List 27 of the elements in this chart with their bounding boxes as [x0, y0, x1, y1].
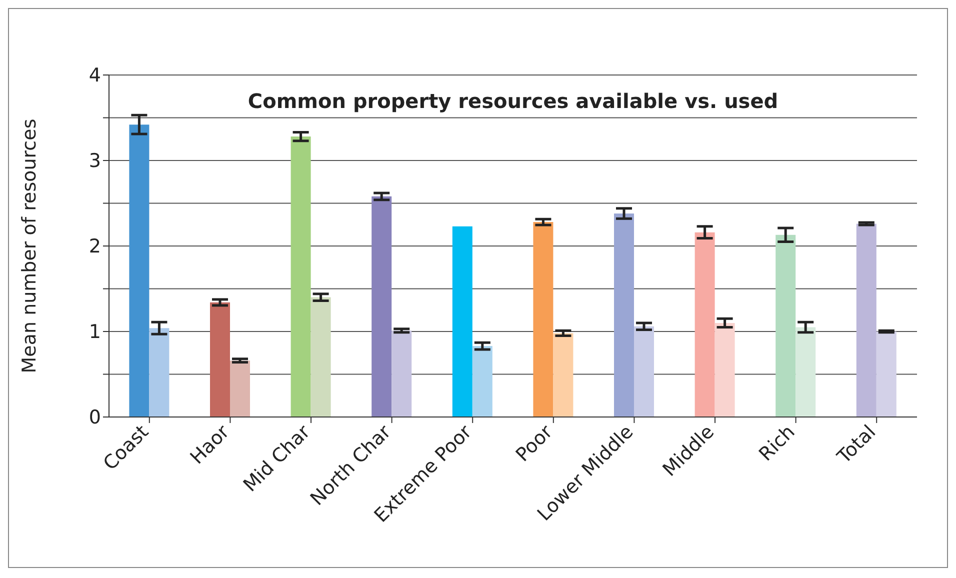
bar [472, 346, 492, 417]
bar [310, 297, 331, 417]
bar [694, 232, 715, 417]
y-tick-label: 2 [88, 236, 101, 258]
bar [129, 124, 150, 417]
bar [876, 332, 896, 417]
bar [776, 234, 796, 417]
y-tick-label: 3 [88, 150, 101, 172]
bar [714, 322, 735, 417]
bar [856, 224, 876, 417]
y-tick-label: 4 [88, 64, 101, 87]
y-tick-label: 0 [88, 406, 101, 429]
bar [796, 327, 816, 417]
bar [230, 360, 250, 417]
bar [290, 136, 311, 417]
y-axis-title: Mean number of resources [18, 118, 41, 374]
bar [533, 222, 554, 417]
text: Common property resources available vs. used [246, 89, 780, 113]
bar [614, 214, 634, 417]
bar [392, 330, 412, 417]
bar [210, 302, 230, 417]
y-tick-label: 1 [88, 321, 101, 344]
bar [634, 326, 654, 417]
bar [553, 333, 574, 417]
bar [149, 328, 170, 417]
bar [452, 226, 472, 417]
bar [372, 196, 392, 417]
